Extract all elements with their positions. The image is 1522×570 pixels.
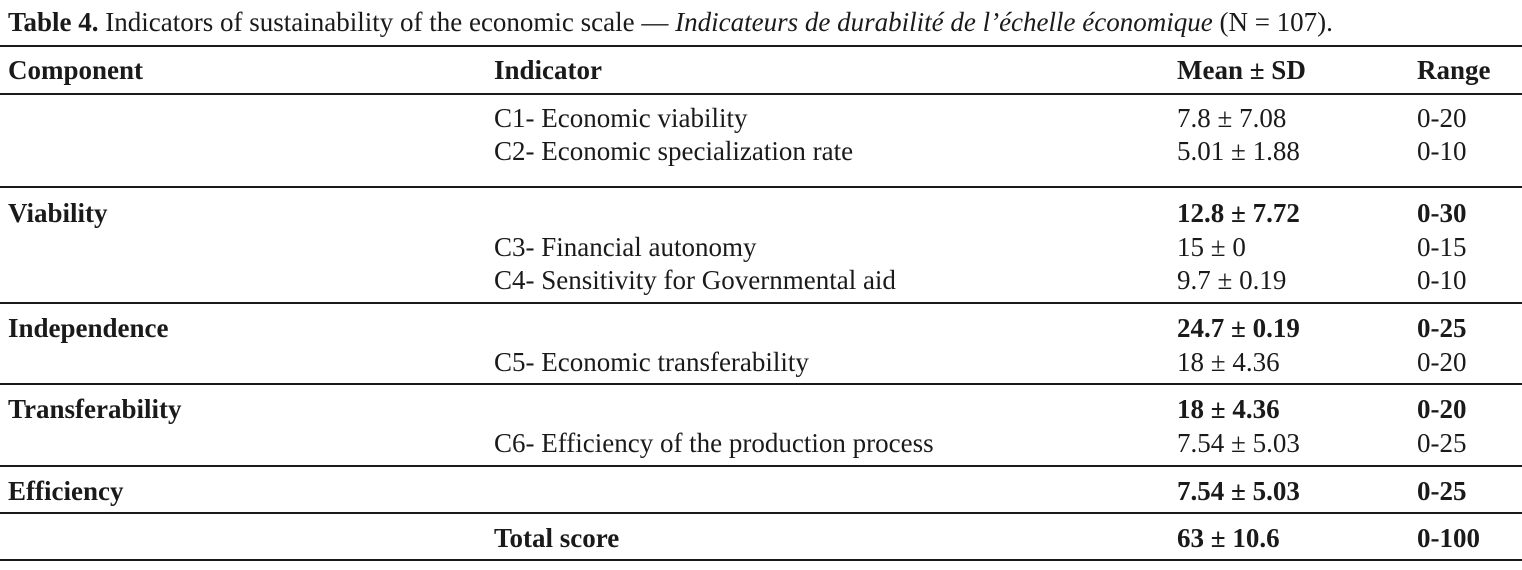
- caption-sample-size: (N = 107).: [1212, 7, 1333, 37]
- row-rule: [0, 383, 1522, 385]
- mean-c2: 5.01 ± 1.88: [1177, 136, 1300, 166]
- range-c3: 0-15: [1417, 232, 1467, 262]
- range-c2: 0-10: [1417, 136, 1467, 166]
- mean-c3: 15 ± 0: [1177, 232, 1246, 262]
- indicator-c1: C1- Economic viability: [494, 103, 748, 133]
- indicator-c5: C5- Economic transferability: [494, 347, 809, 377]
- indicator-c4: C4- Sensitivity for Governmental aid: [494, 265, 896, 295]
- indicator-c3: C3- Financial autonomy: [494, 232, 757, 262]
- component-viability: Viability: [8, 198, 108, 228]
- header-rule: [0, 93, 1522, 95]
- range-c1: 0-20: [1417, 103, 1467, 133]
- range-c4: 0-10: [1417, 265, 1467, 295]
- row-rule: [0, 512, 1522, 514]
- header-indicator: Indicator: [494, 55, 602, 85]
- header-range: Range: [1417, 55, 1491, 85]
- mean-viability: 12.8 ± 7.72: [1177, 198, 1300, 228]
- range-total: 0-100: [1417, 523, 1480, 553]
- range-transferability: 0-20: [1417, 394, 1467, 424]
- mean-independence: 24.7 ± 0.19: [1177, 313, 1300, 343]
- row-rule: [0, 302, 1522, 304]
- mean-c6: 7.54 ± 5.03: [1177, 428, 1300, 458]
- component-independence: Independence: [8, 313, 169, 343]
- mean-c1: 7.8 ± 7.08: [1177, 103, 1287, 133]
- component-efficiency: Efficiency: [8, 476, 124, 506]
- mean-total: 63 ± 10.6: [1177, 523, 1280, 553]
- header-component: Component: [8, 55, 144, 85]
- mean-c5: 18 ± 4.36: [1177, 347, 1280, 377]
- caption-french: Indicateurs de durabilité de l’échelle é…: [675, 7, 1213, 37]
- top-rule: [0, 45, 1522, 47]
- header-mean-sd: Mean ± SD: [1177, 55, 1306, 85]
- range-efficiency: 0-25: [1417, 476, 1467, 506]
- row-rule: [0, 465, 1522, 467]
- total-score-label: Total score: [494, 523, 620, 553]
- range-c6: 0-25: [1417, 428, 1467, 458]
- range-independence: 0-25: [1417, 313, 1467, 343]
- indicator-c2: C2- Economic specialization rate: [494, 136, 854, 166]
- table-label: Table 4.: [8, 7, 99, 37]
- row-rule: [0, 186, 1522, 188]
- range-c5: 0-20: [1417, 347, 1467, 377]
- range-viability: 0-30: [1417, 198, 1467, 228]
- component-transferability: Transferability: [8, 394, 182, 424]
- bottom-rule: [0, 559, 1522, 561]
- mean-transferability: 18 ± 4.36: [1177, 394, 1280, 424]
- mean-c4: 9.7 ± 0.19: [1177, 265, 1287, 295]
- mean-efficiency: 7.54 ± 5.03: [1177, 476, 1300, 506]
- caption-english: Indicators of sustainability of the econ…: [98, 7, 676, 37]
- table-caption: Table 4. Indicators of sustainability of…: [8, 4, 1333, 40]
- indicator-c6: C6- Efficiency of the production process: [494, 428, 934, 458]
